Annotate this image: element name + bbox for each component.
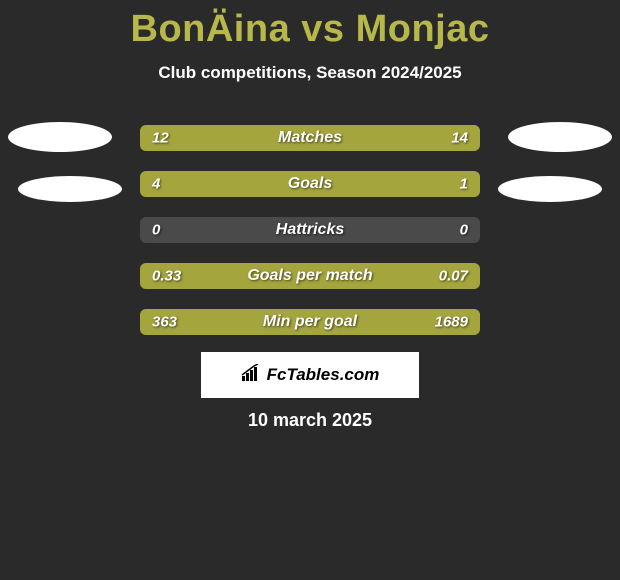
stat-label: Goals per match: [247, 267, 372, 285]
stat-value-right: 0.07: [439, 268, 468, 285]
stat-value-left: 4: [152, 176, 160, 193]
stat-value-left: 0: [152, 222, 160, 239]
stat-bar-right: [412, 171, 480, 197]
stat-value-left: 12: [152, 130, 169, 147]
stat-value-left: 0.33: [152, 268, 181, 285]
comparison-bars: 12 14 Matches 4 1 Goals 0 0 Hattricks 0.33 0.07 Goa…: [140, 125, 480, 355]
date-text: 10 march 2025: [0, 410, 620, 431]
logo-box: FcTables.com: [201, 352, 419, 398]
logo-text: FcTables.com: [267, 365, 380, 385]
player-badge-left-2: [18, 176, 122, 202]
player-badge-left-1: [8, 122, 112, 152]
stat-label: Matches: [278, 129, 342, 147]
player-badge-right-2: [498, 176, 602, 202]
page-title: BonÄina vs Monjac: [0, 0, 620, 51]
chart-icon: [241, 364, 263, 387]
stat-label: Goals: [288, 175, 332, 193]
stat-row: 4 1 Goals: [140, 171, 480, 197]
stat-value-right: 1: [460, 176, 468, 193]
stat-row: 0.33 0.07 Goals per match: [140, 263, 480, 289]
stat-bar-left: [140, 171, 412, 197]
stat-row: 363 1689 Min per goal: [140, 309, 480, 335]
stat-label: Min per goal: [263, 313, 357, 331]
stat-value-left: 363: [152, 314, 177, 331]
stat-value-right: 14: [451, 130, 468, 147]
stat-row: 12 14 Matches: [140, 125, 480, 151]
player-badge-right-1: [508, 122, 612, 152]
stat-row: 0 0 Hattricks: [140, 217, 480, 243]
stat-value-right: 1689: [435, 314, 468, 331]
stat-label: Hattricks: [276, 221, 344, 239]
stat-value-right: 0: [460, 222, 468, 239]
subtitle: Club competitions, Season 2024/2025: [0, 63, 620, 83]
